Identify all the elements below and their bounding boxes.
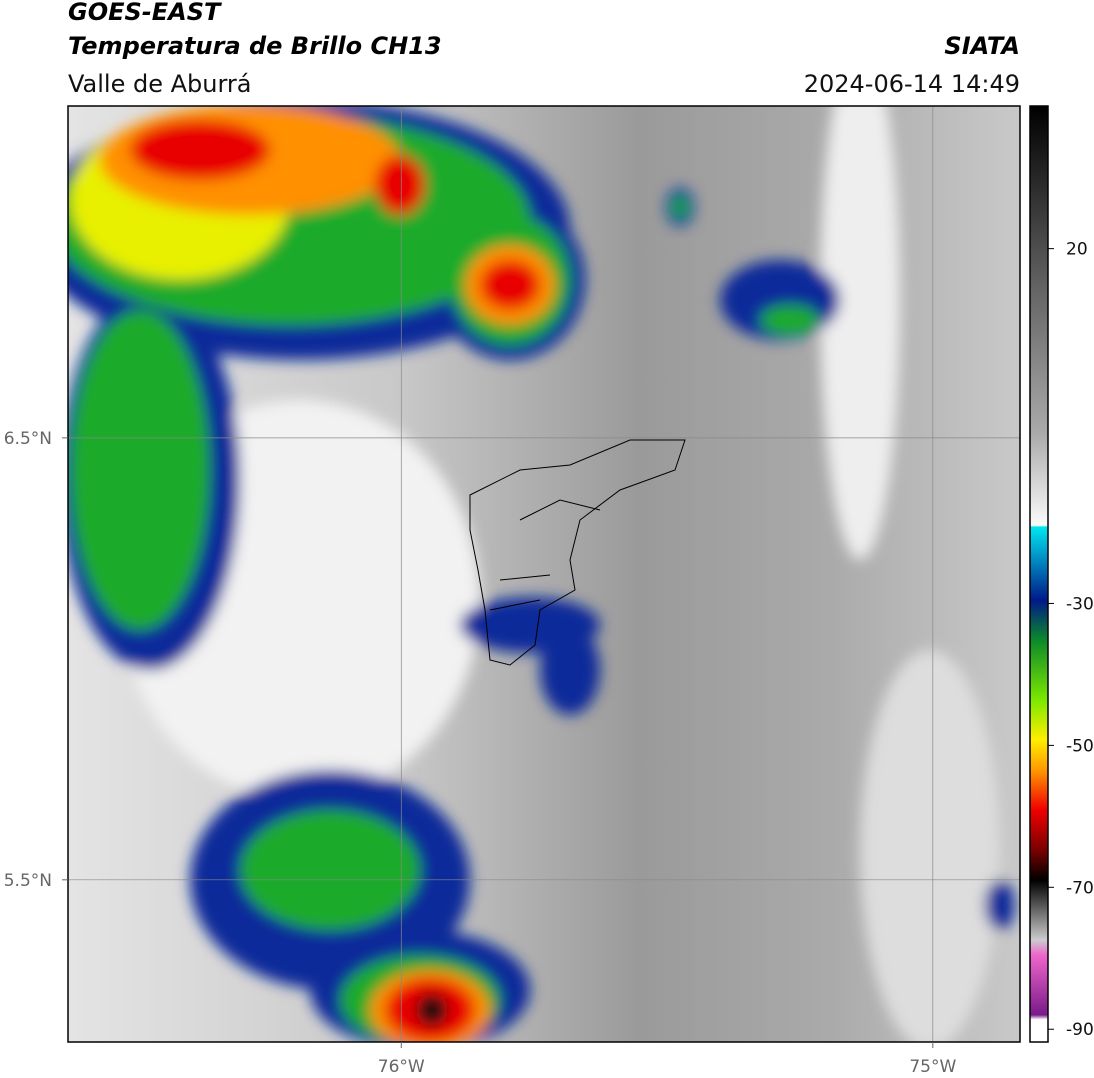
map-frame — [67, 105, 1021, 1043]
agency: SIATA — [944, 32, 1020, 60]
x-tick-label: 75°W — [909, 1057, 956, 1077]
title: GOES-EAST — [68, 0, 222, 26]
colorbar-label: -30 — [1066, 594, 1094, 614]
colorbar-label: -70 — [1066, 878, 1094, 898]
timestamp: 2024-06-14 14:49 — [804, 70, 1020, 98]
colorbar-label: 20 — [1066, 240, 1088, 260]
y-tick-label: 6.5°N — [4, 429, 52, 449]
colorbar — [1029, 105, 1049, 1043]
region: Valle de Aburrá — [68, 70, 252, 98]
satellite-image — [68, 106, 1020, 1042]
colorbar-label: -90 — [1066, 1020, 1094, 1040]
x-tick-label: 76°W — [378, 1057, 425, 1077]
subtitle: Temperatura de Brillo CH13 — [68, 32, 442, 60]
y-tick-label: 5.5°N — [4, 871, 52, 891]
colorbar-label: -50 — [1066, 736, 1094, 756]
